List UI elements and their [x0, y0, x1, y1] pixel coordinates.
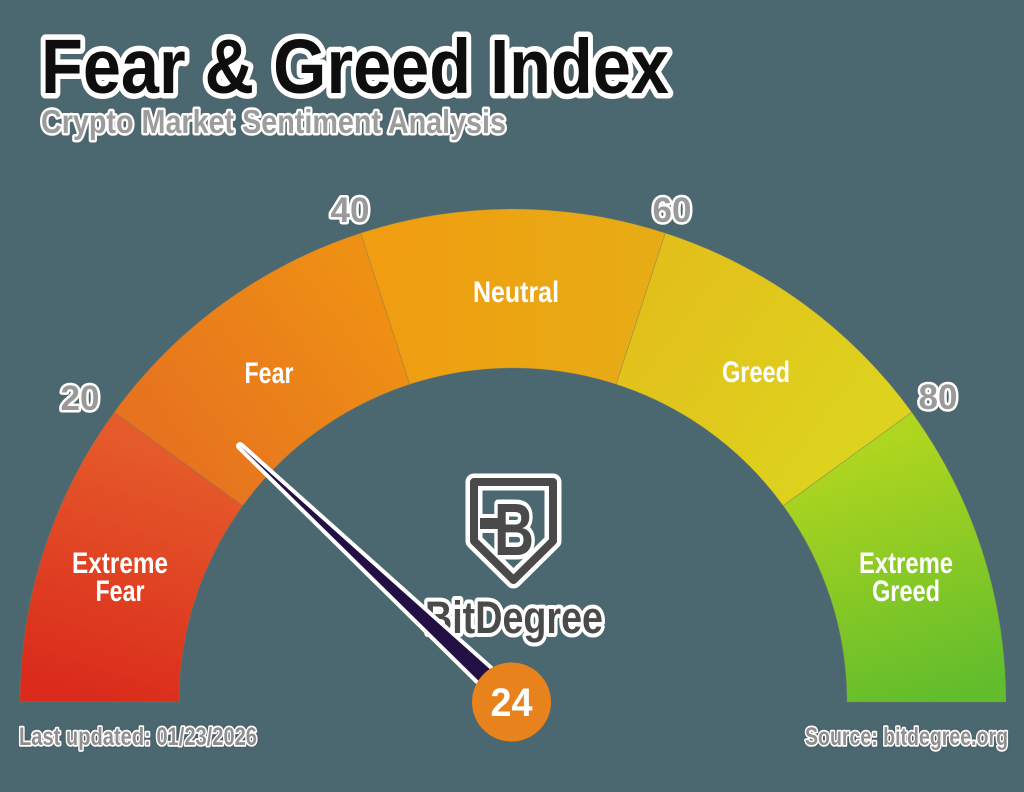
segment-neutral [360, 208, 666, 385]
label-extreme-fear-line2: Fear [96, 575, 145, 608]
segment-fear [113, 232, 411, 507]
tick-60: 60 [653, 191, 692, 230]
label-fear: Fear [245, 357, 294, 390]
gauge-value-badge: 24 [472, 662, 551, 742]
value-circle [472, 662, 551, 742]
segment-greed [615, 232, 913, 507]
shield-b-letter: B [494, 488, 534, 571]
bitdegree-logo: B B BitDegree [421, 473, 607, 647]
label-extreme-greed-line2: Greed [872, 575, 940, 608]
label-greed: Greed [722, 356, 790, 389]
page-subtitle: Crypto Market Sentiment Analysis [41, 103, 506, 140]
gauge-arc [19, 208, 1007, 703]
needle-body [240, 446, 520, 709]
last-updated-text: Last updated: 01/23/2026 [19, 723, 257, 751]
label-neutral: Neutral [473, 276, 559, 309]
page-title: Fear & Greed Index [41, 24, 669, 110]
tick-40: 40 [331, 191, 370, 230]
label-extreme-greed-line1: Extreme [859, 547, 953, 580]
label-extreme-fear-line1: Extreme [72, 547, 168, 580]
gauge-value: 24 [491, 681, 534, 725]
source-text: Source: bitdegree.org [805, 723, 1008, 751]
segment-extreme-greed [782, 411, 1007, 703]
gauge-zone-labels: Extreme Fear Fear Neutral Greed Extreme … [72, 276, 953, 608]
shield-icon [470, 478, 557, 584]
segment-extreme-fear [19, 411, 244, 703]
tick-80: 80 [919, 378, 958, 417]
tick-20: 20 [61, 379, 100, 418]
shield-b-bar [480, 518, 505, 529]
gauge-tick-labels: 20 40 60 80 [58, 189, 960, 421]
